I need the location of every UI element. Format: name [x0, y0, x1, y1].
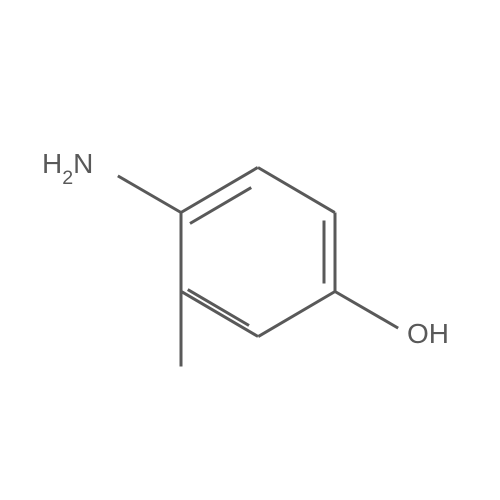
bond-oh — [334, 290, 399, 329]
bond-c2-c3 — [257, 166, 335, 214]
bond-c3-c4-a — [334, 213, 337, 292]
bond-c1-c2-b — [189, 186, 252, 225]
label-nh2: H2N — [42, 148, 93, 186]
molecule-canvas: H2N OH — [0, 0, 500, 500]
bond-c4-c5 — [257, 290, 335, 338]
label-oh: OH — [407, 318, 449, 350]
bond-c6-c1 — [180, 213, 183, 292]
bond-nh2 — [117, 175, 182, 214]
bond-c3-c4-b — [323, 221, 326, 284]
bond-ch3 — [180, 292, 183, 367]
bond-c5-c6-a — [180, 290, 258, 338]
bond-c5-c6-b — [187, 288, 250, 327]
